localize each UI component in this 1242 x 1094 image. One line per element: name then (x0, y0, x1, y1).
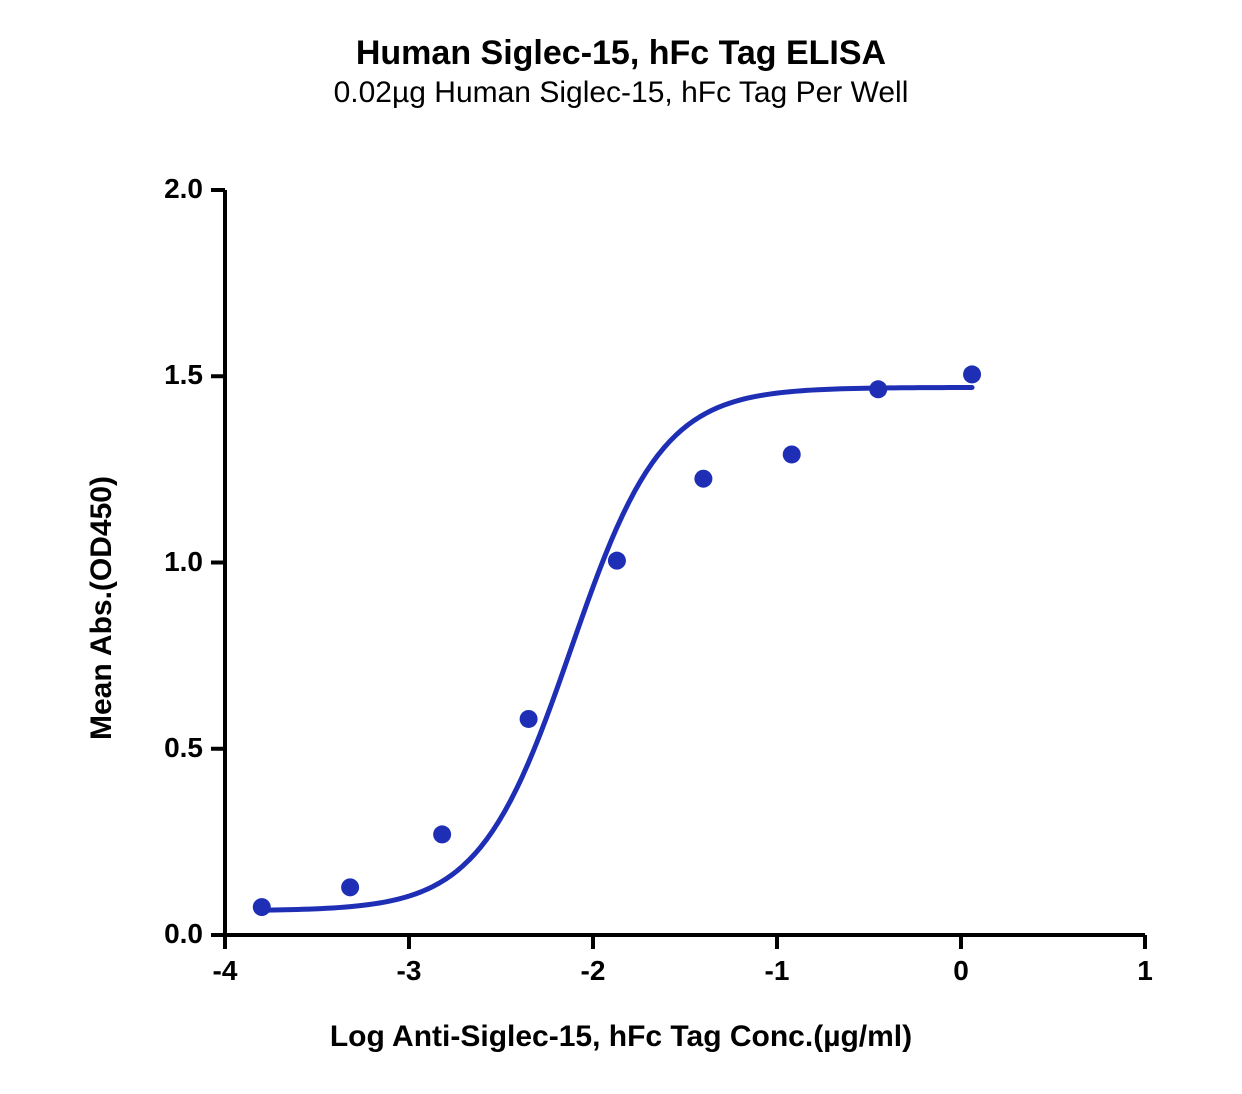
x-tick-label: -4 (205, 955, 245, 987)
data-point (783, 445, 801, 463)
y-tick-label: 1.0 (164, 546, 203, 578)
x-tick-label: -2 (573, 955, 613, 987)
x-tick-label: 0 (941, 955, 981, 987)
x-tick-label: -3 (389, 955, 429, 987)
x-tick-label: 1 (1125, 955, 1165, 987)
chart-container: Human Siglec-15, hFc Tag ELISA 0.02µg Hu… (0, 0, 1242, 1094)
data-point (608, 552, 626, 570)
data-point (433, 825, 451, 843)
data-point (253, 898, 271, 916)
data-point (341, 878, 359, 896)
y-tick-label: 2.0 (164, 173, 203, 205)
x-tick-label: -1 (757, 955, 797, 987)
y-tick-label: 0.5 (164, 732, 203, 764)
y-tick-label: 1.5 (164, 359, 203, 391)
y-tick-label: 0.0 (164, 918, 203, 950)
data-point (869, 380, 887, 398)
data-point (963, 365, 981, 383)
data-point (520, 710, 538, 728)
data-point (694, 470, 712, 488)
fit-curve (262, 388, 972, 911)
